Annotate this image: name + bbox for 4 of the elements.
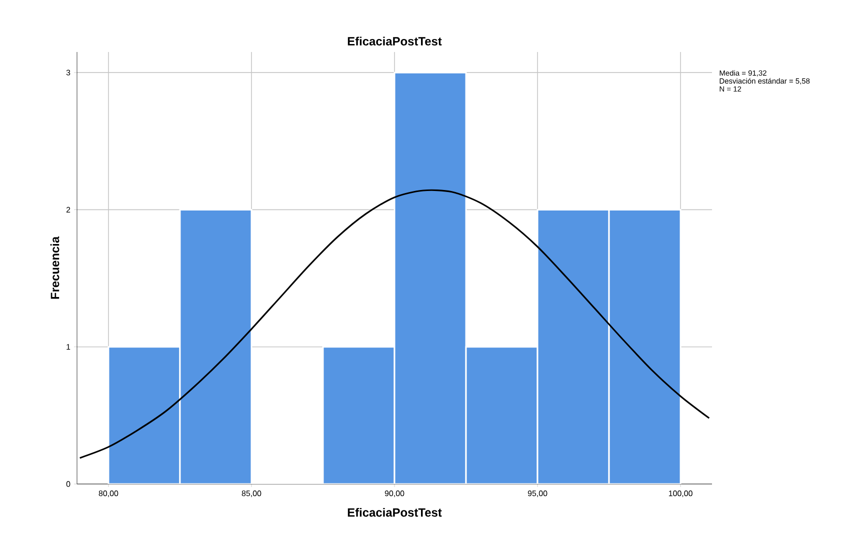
y-axis-title: Frecuencia bbox=[50, 236, 60, 299]
x-axis-title: EficaciaPostTest bbox=[348, 508, 442, 517]
chart-title: EficaciaPostTest bbox=[348, 36, 442, 46]
line-series bbox=[79, 189, 710, 459]
